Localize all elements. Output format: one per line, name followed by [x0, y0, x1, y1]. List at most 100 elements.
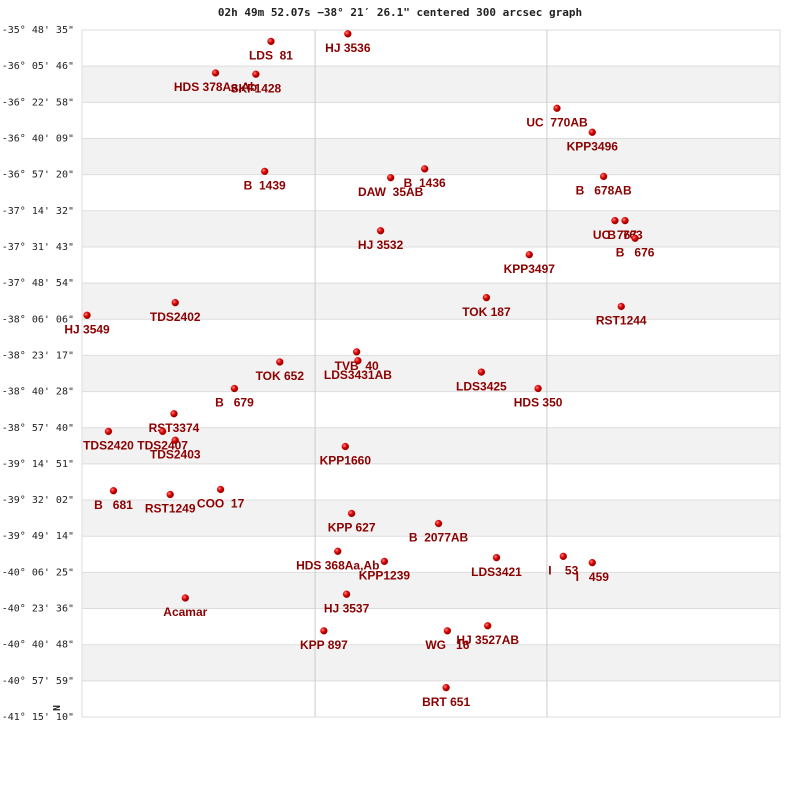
star — [109, 487, 118, 495]
star-label: I 53 — [548, 564, 578, 578]
star — [434, 519, 443, 528]
band — [82, 138, 780, 175]
star-label: KPP3496 — [567, 139, 619, 153]
star — [267, 37, 275, 46]
y-tick-label: -40° 06' 25" — [2, 567, 74, 578]
y-tick-label: -40° 23' 36" — [2, 604, 74, 615]
star — [276, 358, 284, 366]
star-label: LDS3425 — [456, 379, 507, 393]
band — [82, 283, 780, 320]
star — [342, 590, 351, 598]
star — [421, 165, 429, 173]
y-tick-label: -39° 32' 02" — [2, 495, 74, 506]
star-label: WG 16 — [425, 638, 469, 652]
star-label: KPP1239 — [359, 569, 411, 583]
plot-frame — [81, 29, 781, 718]
star-label: DAW 35AB — [358, 185, 424, 199]
star — [380, 557, 389, 566]
star — [534, 384, 542, 393]
star — [559, 552, 567, 561]
star — [230, 384, 239, 393]
star-label: COO 17 — [197, 497, 245, 511]
star-label: HJ 3527AB — [456, 633, 519, 647]
star — [261, 167, 269, 176]
star-label: HDS 350 — [514, 396, 563, 410]
star — [588, 128, 596, 136]
star-label: RST1244 — [596, 314, 647, 328]
band — [82, 500, 780, 537]
star — [171, 299, 179, 307]
star-label: B 679 — [215, 396, 254, 410]
star — [211, 69, 220, 77]
star-label: B 681 — [94, 498, 133, 512]
star — [252, 70, 260, 78]
chart-title: 02h 49m 52.07s −38° 21′ 26.1" centered 3… — [218, 6, 582, 19]
star-label: B 678AB — [576, 184, 632, 198]
band — [82, 644, 780, 681]
star-label: KPP1660 — [320, 454, 372, 468]
star-label: HJ 3537 — [324, 601, 370, 615]
star-label: RST1249 — [145, 502, 196, 516]
y-tick-label: -36° 40' 09" — [2, 133, 74, 144]
star-label: B 1436 — [404, 176, 446, 190]
north-marker: N — [52, 705, 63, 711]
star — [553, 104, 561, 112]
star-label: LDS3421 — [471, 565, 522, 579]
star-label: TDS2420 — [83, 439, 134, 453]
y-tick-label: -38° 57' 40" — [2, 423, 74, 434]
star-label: I 459 — [576, 570, 610, 584]
y-tick-label: -37° 48' 54" — [2, 278, 74, 289]
star — [341, 442, 349, 451]
star-label: KPP 627 — [328, 521, 376, 535]
y-tick-label: -37° 14' 32" — [2, 206, 74, 217]
star-label: LDS3431AB — [324, 368, 392, 382]
star — [181, 594, 189, 602]
band — [82, 210, 780, 247]
star — [525, 251, 533, 259]
star-label: TDS2403 — [150, 447, 201, 461]
star — [442, 683, 450, 692]
star — [354, 357, 362, 365]
y-tick-label: -39° 14' 51" — [2, 459, 74, 470]
y-tick-label: -40° 57' 59" — [2, 676, 74, 687]
band — [82, 427, 780, 464]
star-label: UC 770AB — [526, 115, 588, 129]
star — [617, 302, 625, 311]
band — [82, 572, 780, 609]
star — [599, 172, 608, 181]
star — [334, 547, 342, 555]
y-tick-label: -36° 05' 46" — [2, 61, 74, 72]
star-label: HDS 378Aa,Ab — [174, 80, 257, 94]
star — [83, 311, 91, 319]
star — [344, 30, 352, 38]
star — [621, 216, 629, 225]
y-tick-label: -36° 22' 58" — [2, 97, 74, 108]
star-label: HJ 3532 — [358, 238, 404, 252]
star — [387, 174, 395, 182]
star — [484, 622, 492, 630]
star-label: TVB 40 — [335, 359, 379, 373]
star-label: B 1439 — [244, 179, 286, 193]
y-tick-label: -35° 48' 35" — [2, 25, 74, 36]
band — [82, 355, 780, 392]
y-tick-label: -36° 57' 20" — [2, 170, 74, 181]
star-label: RST3374 — [149, 421, 200, 435]
star — [611, 216, 619, 225]
y-tick-label: -40° 40' 48" — [2, 640, 74, 651]
star — [631, 234, 639, 242]
y-tick-label: -38° 06' 06" — [2, 314, 74, 325]
star-label: TDS2402 — [150, 310, 201, 324]
star-label: TOK 652 — [256, 369, 305, 383]
star-label: KPP3497 — [504, 262, 556, 276]
y-tick-label: -37° 31' 43" — [2, 242, 74, 253]
star-label: TOK 187 — [462, 305, 511, 319]
star — [492, 553, 501, 562]
star — [166, 490, 174, 499]
star-label: SKF1428 — [231, 81, 282, 95]
star — [320, 627, 328, 635]
star — [376, 227, 385, 235]
star — [170, 410, 178, 418]
star — [171, 436, 179, 444]
star-label: HDS 368Aa,Ab — [296, 558, 379, 572]
